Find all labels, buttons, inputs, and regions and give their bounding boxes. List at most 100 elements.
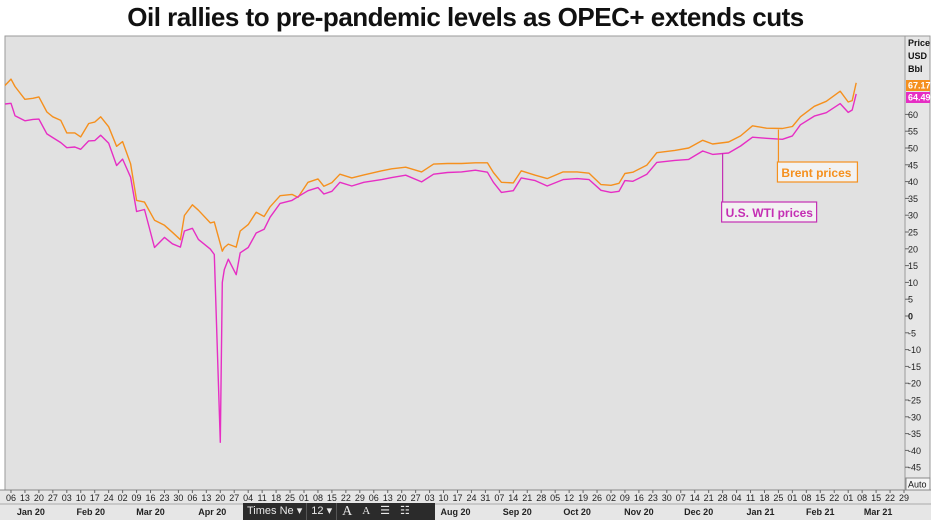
x-tick-label: 02 <box>606 493 616 503</box>
x-tick-label: 29 <box>899 493 909 503</box>
x-tick-label: 05 <box>550 493 560 503</box>
x-tick-label: 14 <box>508 493 518 503</box>
x-tick-label: 31 <box>480 493 490 503</box>
y-tick-label: -25 <box>908 396 921 406</box>
y-tick-label: -40 <box>908 446 921 456</box>
font-name-value: Times Ne <box>247 505 294 517</box>
x-tick-label: 20 <box>397 493 407 503</box>
y-tick-label: 30 <box>908 211 918 221</box>
x-tick-label: 18 <box>271 493 281 503</box>
x-tick-label: 13 <box>201 493 211 503</box>
grow-font-icon[interactable]: A <box>342 504 353 519</box>
y-axis-unit-label: USD <box>908 51 928 61</box>
indent-icon[interactable]: ☰ <box>380 505 391 517</box>
x-tick-label: 20 <box>215 493 225 503</box>
y-tick-label: 60 <box>908 110 918 120</box>
x-month-label: Nov 20 <box>624 507 654 517</box>
x-tick-label: 06 <box>6 493 16 503</box>
y-tick-label: -10 <box>908 345 921 355</box>
x-tick-label: 20 <box>34 493 44 503</box>
x-tick-label: 13 <box>383 493 393 503</box>
font-size-select[interactable]: 12 ▾ <box>307 503 338 520</box>
series-line-brent <box>4 78 857 252</box>
x-tick-label: 08 <box>857 493 867 503</box>
font-size-value: 12 <box>311 505 324 517</box>
x-month-label: Aug 20 <box>440 507 470 517</box>
x-tick-label: 30 <box>173 493 183 503</box>
x-tick-label: 01 <box>787 493 797 503</box>
x-month-label: Mar 20 <box>136 507 165 517</box>
x-tick-label: 18 <box>759 493 769 503</box>
shrink-font-icon[interactable]: A <box>362 505 371 517</box>
x-tick-label: 24 <box>104 493 114 503</box>
last-value-badge <box>906 80 930 91</box>
x-month-label: Oct 20 <box>563 507 591 517</box>
x-month-label: Dec 20 <box>684 507 713 517</box>
x-tick-label: 03 <box>62 493 72 503</box>
list-icon[interactable]: ☷ <box>400 505 410 517</box>
chevron-down-icon: ▾ <box>296 505 303 517</box>
x-month-label: Jan 21 <box>746 507 774 517</box>
y-tick-label: 45 <box>908 160 918 170</box>
x-tick-label: 25 <box>285 493 295 503</box>
auto-scale-button[interactable] <box>905 477 931 491</box>
x-month-label: Mar 21 <box>864 507 893 517</box>
y-axis-panel <box>904 35 931 491</box>
x-tick-label: 19 <box>578 493 588 503</box>
font-name-select[interactable]: Times Ne ▾ <box>243 503 308 520</box>
y-tick-label: 55 <box>908 127 918 137</box>
format-toolbar[interactable]: Times Ne ▾ 12 ▾ A A ☰ ☷ <box>243 503 435 520</box>
x-tick-label: 07 <box>494 493 504 503</box>
x-tick-label: 10 <box>439 493 449 503</box>
chevron-down-icon: ▾ <box>326 505 333 517</box>
y-axis-unit-label: Bbl <box>908 64 923 74</box>
x-tick-label: 23 <box>648 493 658 503</box>
x-tick-label: 28 <box>536 493 546 503</box>
x-tick-label: 10 <box>76 493 86 503</box>
x-tick-label: 22 <box>885 493 895 503</box>
y-tick-label: 35 <box>908 194 918 204</box>
y-tick-label: -35 <box>908 429 921 439</box>
x-tick-label: 08 <box>313 493 323 503</box>
x-tick-label: 04 <box>243 493 253 503</box>
last-value-label: 64.49 <box>908 93 931 103</box>
wti-callout-label: U.S. WTI prices <box>726 206 814 220</box>
x-tick-label: 24 <box>466 493 476 503</box>
x-tick-label: 29 <box>355 493 365 503</box>
y-tick-label: -30 <box>908 412 921 422</box>
y-tick-label: 25 <box>908 228 918 238</box>
x-tick-label: 01 <box>299 493 309 503</box>
x-tick-label: 15 <box>815 493 825 503</box>
chart-title: Oil rallies to pre-pandemic levels as OP… <box>127 2 804 32</box>
wti-callout-box <box>721 201 818 223</box>
x-tick-label: 08 <box>801 493 811 503</box>
y-tick-label: 50 <box>908 144 918 154</box>
y-tick-label: -5 <box>908 328 916 338</box>
x-tick-label: 09 <box>132 493 142 503</box>
last-value-label: 67.17 <box>908 81 931 91</box>
x-tick-label: 01 <box>843 493 853 503</box>
x-tick-label: 14 <box>690 493 700 503</box>
y-tick-label: 40 <box>908 177 918 187</box>
x-month-label: Apr 20 <box>198 507 226 517</box>
y-axis-unit-label: Price <box>908 38 930 48</box>
auto-scale-label[interactable]: Auto <box>908 480 927 490</box>
x-month-label: Feb 21 <box>806 507 835 517</box>
y-tick-label: -15 <box>908 362 921 372</box>
y-tick-label: 20 <box>908 244 918 254</box>
x-tick-label: 07 <box>676 493 686 503</box>
y-tick-label: 15 <box>908 261 918 271</box>
x-tick-label: 30 <box>662 493 672 503</box>
y-tick-label: 5 <box>908 295 913 305</box>
y-tick-label: 0 <box>908 312 913 322</box>
x-tick-label: 28 <box>718 493 728 503</box>
x-tick-label: 02 <box>118 493 128 503</box>
x-month-label: Jan 20 <box>17 507 45 517</box>
x-tick-label: 21 <box>522 493 532 503</box>
y-tick-label: -20 <box>908 379 921 389</box>
x-tick-label: 16 <box>146 493 156 503</box>
x-tick-label: 13 <box>20 493 30 503</box>
x-tick-label: 03 <box>425 493 435 503</box>
x-tick-label: 22 <box>829 493 839 503</box>
